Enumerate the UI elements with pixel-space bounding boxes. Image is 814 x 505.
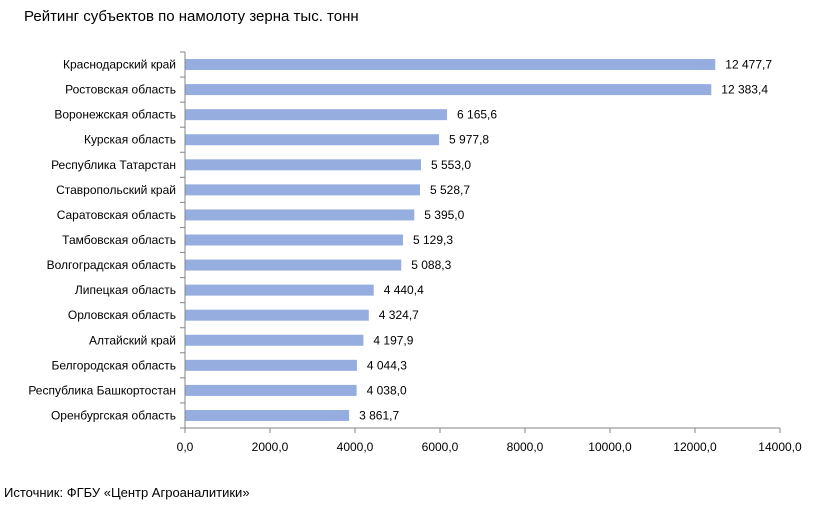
value-label: 4 038,0 [367, 383, 407, 397]
value-label: 12 383,4 [721, 83, 768, 97]
category-label: Тамбовская область [62, 233, 176, 247]
category-label: Ставропольский край [56, 183, 176, 197]
x-tick-label: 12000,0 [673, 440, 717, 454]
category-label: Алтайский край [89, 333, 176, 347]
value-label: 5 129,3 [413, 233, 453, 247]
value-label: 5 528,7 [430, 183, 470, 197]
category-label: Белгородская область [52, 358, 176, 372]
x-tick-label: 4000,0 [337, 440, 374, 454]
chart-title: Рейтинг субъектов по намолоту зерна тыс.… [24, 8, 359, 25]
category-label: Воронежская область [54, 108, 176, 122]
category-label: Саратовская область [57, 208, 176, 222]
bar [185, 334, 364, 346]
category-label: Орловская область [68, 308, 176, 322]
bar [185, 284, 374, 296]
bar [185, 184, 420, 196]
value-label: 3 861,7 [359, 408, 399, 422]
category-label: Ростовская область [65, 83, 176, 97]
value-label: 4 197,9 [373, 333, 413, 347]
category-label: Республика Башкортостан [28, 383, 176, 397]
bar [185, 59, 716, 71]
bar [185, 84, 712, 96]
category-label: Курская область [84, 133, 176, 147]
value-label: 5 553,0 [431, 158, 471, 172]
bar [185, 409, 350, 421]
bar [185, 359, 357, 371]
value-label: 5 395,0 [424, 208, 464, 222]
value-label: 5 088,3 [411, 258, 451, 272]
x-tick-label: 0,0 [177, 440, 194, 454]
x-tick-label: 10000,0 [588, 440, 632, 454]
bar [185, 109, 448, 121]
x-tick-label: 14000,0 [758, 440, 802, 454]
bar-chart: Краснодарский край Ростовская область Воро… [28, 51, 802, 454]
bar [185, 209, 415, 221]
value-label: 5 977,8 [449, 133, 489, 147]
bar [185, 134, 440, 146]
category-label: Республика Татарстан [51, 158, 176, 172]
category-label: Волгоградская область [47, 258, 176, 272]
category-label: Краснодарский край [63, 58, 176, 72]
bar [185, 384, 357, 396]
x-tick-label: 2000,0 [252, 440, 289, 454]
value-label: 4 044,3 [367, 358, 407, 372]
value-label: 4 440,4 [384, 283, 424, 297]
bar [185, 259, 402, 271]
bar [185, 234, 403, 246]
bar [185, 309, 369, 321]
value-label: 12 477,7 [725, 58, 772, 72]
category-label: Оренбургская область [51, 408, 176, 422]
x-tick-label: 6000,0 [422, 440, 459, 454]
source-note: Источник: ФГБУ «Центр Агроаналитики» [4, 485, 250, 500]
value-label: 4 324,7 [379, 308, 419, 322]
bar [185, 159, 422, 171]
x-tick-label: 8000,0 [507, 440, 544, 454]
value-label: 6 165,6 [457, 108, 497, 122]
category-label: Липецкая область [75, 283, 176, 297]
